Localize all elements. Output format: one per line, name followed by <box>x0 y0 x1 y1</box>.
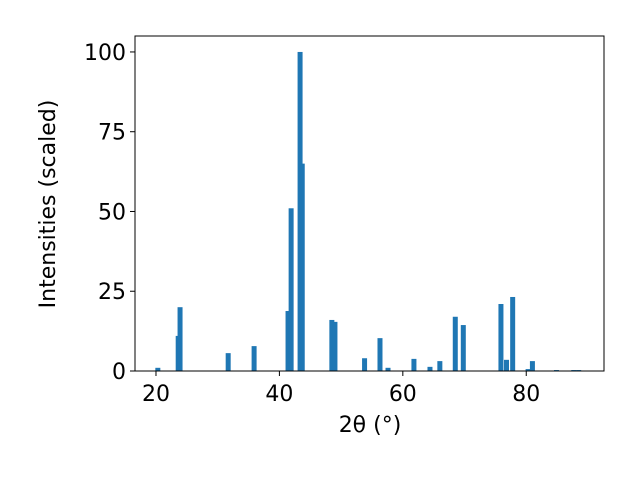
x-tick-label: 60 <box>389 382 417 407</box>
bar <box>460 325 466 371</box>
bar <box>427 366 433 371</box>
x-tick-label: 40 <box>265 382 293 407</box>
y-tick-label: 75 <box>98 121 126 146</box>
y-axis-label: Intensities (scaled) <box>36 100 61 309</box>
bar <box>452 316 458 371</box>
bar <box>498 304 504 371</box>
bar <box>529 361 535 371</box>
bar <box>332 321 338 371</box>
bar <box>299 163 305 371</box>
x-tick-label: 80 <box>512 382 540 407</box>
bar <box>385 367 391 371</box>
bar <box>503 359 509 371</box>
bar <box>437 361 443 371</box>
bar <box>155 367 161 371</box>
bar <box>288 208 294 371</box>
bar <box>362 358 368 371</box>
bar <box>225 353 231 371</box>
plot-frame <box>134 35 605 372</box>
bar <box>251 346 257 371</box>
x-axis-label: 2θ (°) <box>339 413 402 438</box>
bar <box>525 369 531 371</box>
bar <box>411 358 417 371</box>
bar <box>285 311 291 371</box>
y-tick-label: 0 <box>112 360 126 385</box>
y-tick-label: 25 <box>98 280 126 305</box>
bar <box>329 319 335 371</box>
y-tick-label: 100 <box>84 41 126 66</box>
bar <box>377 338 383 371</box>
bar <box>510 296 516 371</box>
bar <box>177 307 183 371</box>
x-tick-label: 20 <box>142 382 170 407</box>
y-tick-label: 50 <box>98 200 126 225</box>
